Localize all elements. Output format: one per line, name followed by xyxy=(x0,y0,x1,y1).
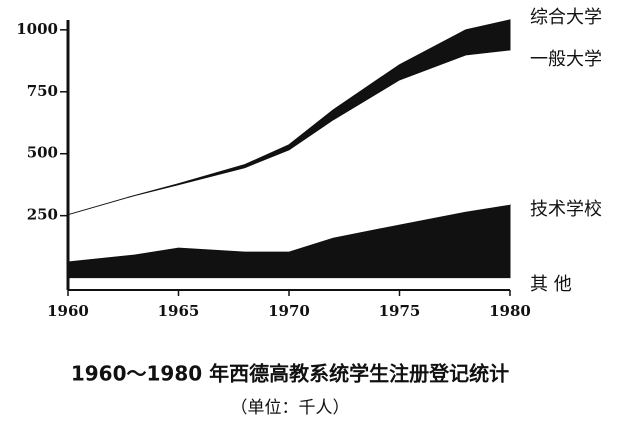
y-tick-label: 750 xyxy=(27,82,58,100)
legend-label: 技术学校 xyxy=(530,199,602,220)
x-tick-label: 1970 xyxy=(268,302,310,320)
chart-subtitle: （单位：千人） xyxy=(231,398,350,418)
y-tick-label: 500 xyxy=(27,144,58,162)
x-tick-label: 1960 xyxy=(47,302,89,320)
area xyxy=(68,49,510,262)
chart-title: 1960～1980 年西德高教系统学生注册登记统计 xyxy=(71,362,509,386)
legend-label: 一般大学 xyxy=(530,49,602,70)
legend-label: 其 他 xyxy=(530,274,572,295)
x-tick-label: 1975 xyxy=(379,302,421,320)
y-tick-label: 1000 xyxy=(16,20,58,38)
legend-label: 综合大学 xyxy=(530,7,602,28)
area xyxy=(67,19,511,216)
y-tick-label: 250 xyxy=(27,206,58,224)
x-tick-label: 1980 xyxy=(489,302,531,320)
area xyxy=(67,204,511,271)
x-tick-label: 1965 xyxy=(158,302,200,320)
